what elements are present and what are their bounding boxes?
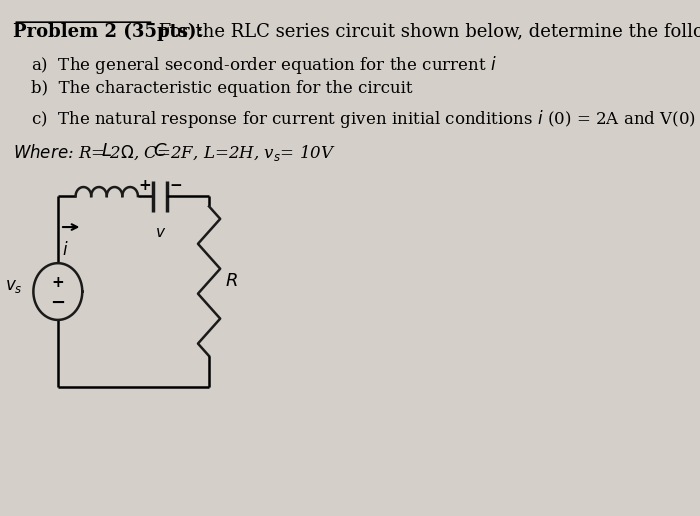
Text: $v_s$: $v_s$ (5, 278, 22, 295)
Text: $C$: $C$ (153, 142, 167, 160)
Text: −: − (169, 179, 182, 194)
Text: +: + (138, 179, 151, 194)
Text: $R$: $R$ (225, 272, 237, 290)
Text: $L$: $L$ (102, 142, 112, 160)
Text: $\mathit{Where}$: R= 2$\Omega$, C=2F, L=2H, v$_s$= 10V: $\mathit{Where}$: R= 2$\Omega$, C=2F, L=… (13, 142, 336, 163)
Text: c)  The natural response for current given initial conditions $\mathit{i}$ (0) =: c) The natural response for current give… (31, 108, 700, 131)
Text: Problem 2 (35pts):: Problem 2 (35pts): (13, 23, 204, 41)
Text: −: − (50, 294, 65, 312)
Text: a)  The general second-order equation for the current $\mathit{i}$: a) The general second-order equation for… (31, 54, 497, 76)
Text: +: + (52, 275, 64, 290)
Text: $\mathit{i}$: $\mathit{i}$ (62, 241, 69, 260)
Text: b)  The characteristic equation for the circuit: b) The characteristic equation for the c… (31, 80, 412, 97)
Text: For the RLC series circuit shown below, determine the followings:: For the RLC series circuit shown below, … (153, 23, 700, 41)
Text: $v$: $v$ (155, 226, 166, 240)
